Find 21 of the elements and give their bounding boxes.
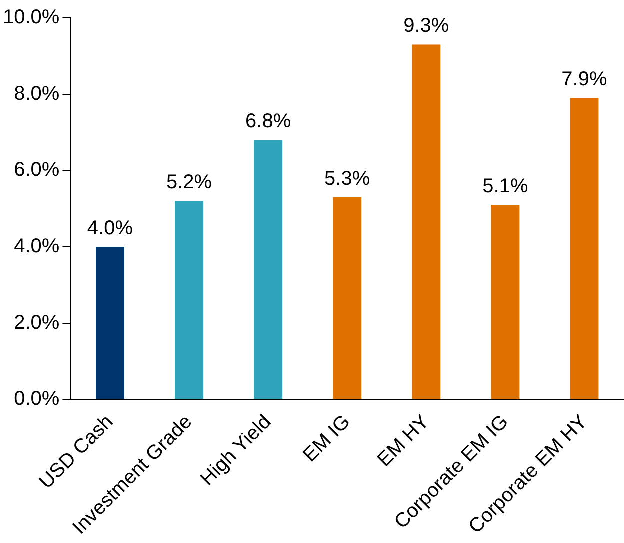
data-label: 5.1% <box>482 176 528 198</box>
data-label: 5.3% <box>324 168 370 190</box>
data-label: 4.0% <box>87 217 134 240</box>
bar <box>491 204 520 400</box>
bar <box>96 246 124 400</box>
bar <box>333 197 362 400</box>
y-tick-label: 10.0% <box>2 6 60 29</box>
data-label: 9.3% <box>404 15 450 38</box>
data-label: 6.8% <box>246 110 292 133</box>
bar <box>570 98 599 400</box>
y-tick-label: 0.0% <box>14 388 60 410</box>
y-tick-label: 2.0% <box>14 312 60 334</box>
x-tick-label: EM IG <box>299 410 355 467</box>
y-tick-label: 4.0% <box>14 235 60 258</box>
y-tick-label: 6.0% <box>14 159 60 182</box>
bar <box>254 140 283 400</box>
data-label: 5.2% <box>166 172 212 194</box>
bar <box>412 44 441 400</box>
data-label: 7.9% <box>562 68 608 91</box>
bar <box>175 201 204 400</box>
y-tick-label: 8.0% <box>14 82 60 105</box>
